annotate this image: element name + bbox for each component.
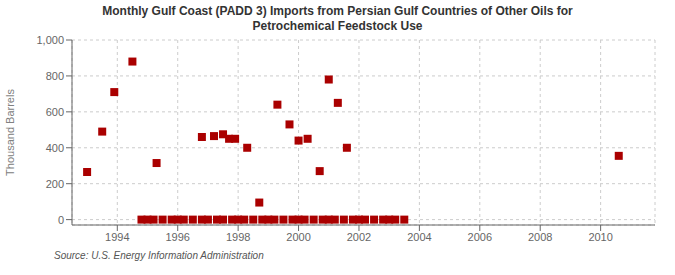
svg-text:Thousand Barrels: Thousand Barrels [8,89,16,176]
svg-text:400: 400 [46,142,64,154]
html-text:Petrochemical Feedstock Use: Petrochemical Feedstock Use [252,19,423,33]
html-text:Source: U.S. Energy Informatio: Source: U.S. Energy Information Administ… [54,250,264,261]
svg-text:2008: 2008 [528,231,552,243]
svg-text:1998: 1998 [226,231,250,243]
svg-text:2000: 2000 [286,231,310,243]
svg-text:2002: 2002 [347,231,371,243]
html-text:Monthly Gulf Coast (PADD 3) Im: Monthly Gulf Coast (PADD 3) Imports from… [102,4,573,18]
svg-text:2004: 2004 [407,231,431,243]
svg-text:0: 0 [58,214,64,226]
svg-text:600: 600 [46,106,64,118]
svg-text:1996: 1996 [165,231,189,243]
svg-text:1994: 1994 [105,231,129,243]
svg-text:800: 800 [46,70,64,82]
svg-text:1,000: 1,000 [36,34,64,46]
svg-text:200: 200 [46,178,64,190]
svg-text:2006: 2006 [468,231,492,243]
svg-text:2010: 2010 [588,231,612,243]
